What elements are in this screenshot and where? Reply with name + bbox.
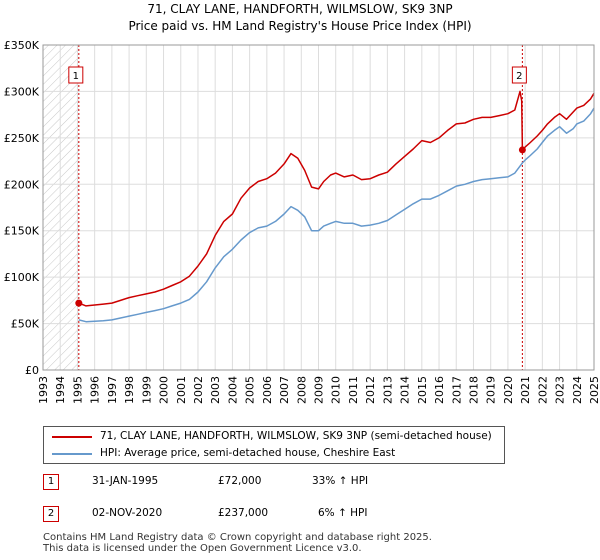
x-tick-label: 2001 (175, 376, 188, 404)
sale-marker-box (68, 66, 84, 84)
x-tick-label: 2025 (588, 376, 600, 404)
y-tick-label: £50K (11, 318, 40, 331)
y-tick-label: £0 (25, 364, 39, 377)
x-tick-label: 2014 (399, 376, 412, 404)
x-tick-label: 2018 (467, 376, 480, 404)
legend-swatch-property (52, 436, 92, 438)
sale-marker-box (511, 66, 527, 84)
price-chart: £0 £50K £100K £150K £200K £250K £300K £350K 1993… (4, 39, 600, 404)
sale-row: 2 02-NOV-2020 £237,000 6% ↑ HPI (0, 506, 600, 524)
x-tick-label: 2019 (485, 376, 498, 404)
x-tick-label: 1994 (54, 376, 67, 404)
sale-price: £72,000 (218, 475, 262, 487)
sale-point (518, 146, 526, 154)
x-tick-label: 2007 (278, 376, 291, 404)
y-tick-label: £100K (4, 271, 40, 284)
x-tick-label: 2010 (330, 376, 343, 404)
legend-label-property: 71, CLAY LANE, HANDFORTH, WILMSLOW, SK9 … (100, 430, 492, 442)
legend-item-property: 71, CLAY LANE, HANDFORTH, WILMSLOW, SK9 … (44, 429, 504, 445)
x-tick-label: 2008 (295, 376, 308, 404)
footer-licence: This data is licensed under the Open Gov… (43, 543, 362, 554)
legend-item-hpi: HPI: Average price, semi-detached house,… (44, 446, 504, 462)
legend: 71, CLAY LANE, HANDFORTH, WILMSLOW, SK9 … (43, 426, 505, 464)
x-tick-label: 2002 (192, 376, 205, 404)
x-tick-label: 1998 (123, 376, 136, 404)
sale-marker-badge: 1 (43, 474, 59, 490)
y-tick-label: £350K (4, 39, 40, 52)
sale-point (75, 299, 83, 307)
sale-marker-badge: 2 (43, 506, 59, 522)
legend-swatch-hpi (52, 453, 92, 455)
x-tick-label: 2012 (364, 376, 377, 404)
x-tick-label: 2004 (226, 376, 239, 404)
legend-label-hpi: HPI: Average price, semi-detached house,… (100, 447, 396, 459)
y-tick-label: £200K (4, 178, 40, 191)
x-tick-label: 1999 (140, 376, 153, 404)
x-tick-label: 2022 (536, 376, 549, 404)
x-tick-label: 2013 (381, 376, 394, 404)
sale-row: 1 31-JAN-1995 £72,000 33% ↑ HPI (0, 474, 600, 492)
chart-title: 71, CLAY LANE, HANDFORTH, WILMSLOW, SK9 … (147, 2, 453, 16)
x-tick-label: 1993 (37, 376, 50, 404)
x-tick-label: 1996 (89, 376, 102, 404)
sale-marker-label: 1 (73, 71, 79, 82)
y-tick-label: £150K (4, 225, 40, 238)
plot-border (42, 44, 595, 371)
x-tick-label: 2020 (502, 376, 515, 404)
chart-subtitle: Price paid vs. HM Land Registry's House … (128, 19, 472, 33)
x-tick-label: 2021 (519, 376, 532, 404)
sale-hpi-change: 6% ↑ HPI (318, 507, 368, 519)
sale-date: 02-NOV-2020 (92, 507, 163, 519)
x-tick-label: 2015 (416, 376, 429, 404)
x-tick-label: 2003 (209, 376, 222, 404)
x-tick-label: 1997 (106, 376, 119, 404)
series-line-hpi (78, 107, 595, 323)
x-tick-label: 1995 (71, 376, 84, 404)
x-tick-label: 2016 (433, 376, 446, 404)
x-tick-label: 2006 (261, 376, 274, 404)
x-tick-label: 2009 (313, 376, 326, 404)
sale-price: £237,000 (218, 507, 269, 519)
y-tick-label: £300K (4, 85, 40, 98)
sale-marker-label: 2 (516, 71, 522, 82)
x-tick-label: 2005 (244, 376, 257, 404)
x-tick-label: 2017 (450, 376, 463, 404)
sale-hpi-change: 33% ↑ HPI (312, 475, 369, 487)
x-tick-label: 2024 (571, 376, 584, 404)
footer-copyright: Contains HM Land Registry data © Crown c… (43, 532, 432, 543)
x-tick-label: 2011 (347, 376, 360, 404)
pre-sale-hatch (43, 45, 79, 370)
x-tick-label: 2023 (554, 376, 567, 404)
y-tick-label: £250K (4, 132, 40, 145)
x-tick-label: 2000 (158, 376, 171, 404)
series-line-property (78, 90, 595, 307)
sale-date: 31-JAN-1995 (92, 475, 159, 487)
